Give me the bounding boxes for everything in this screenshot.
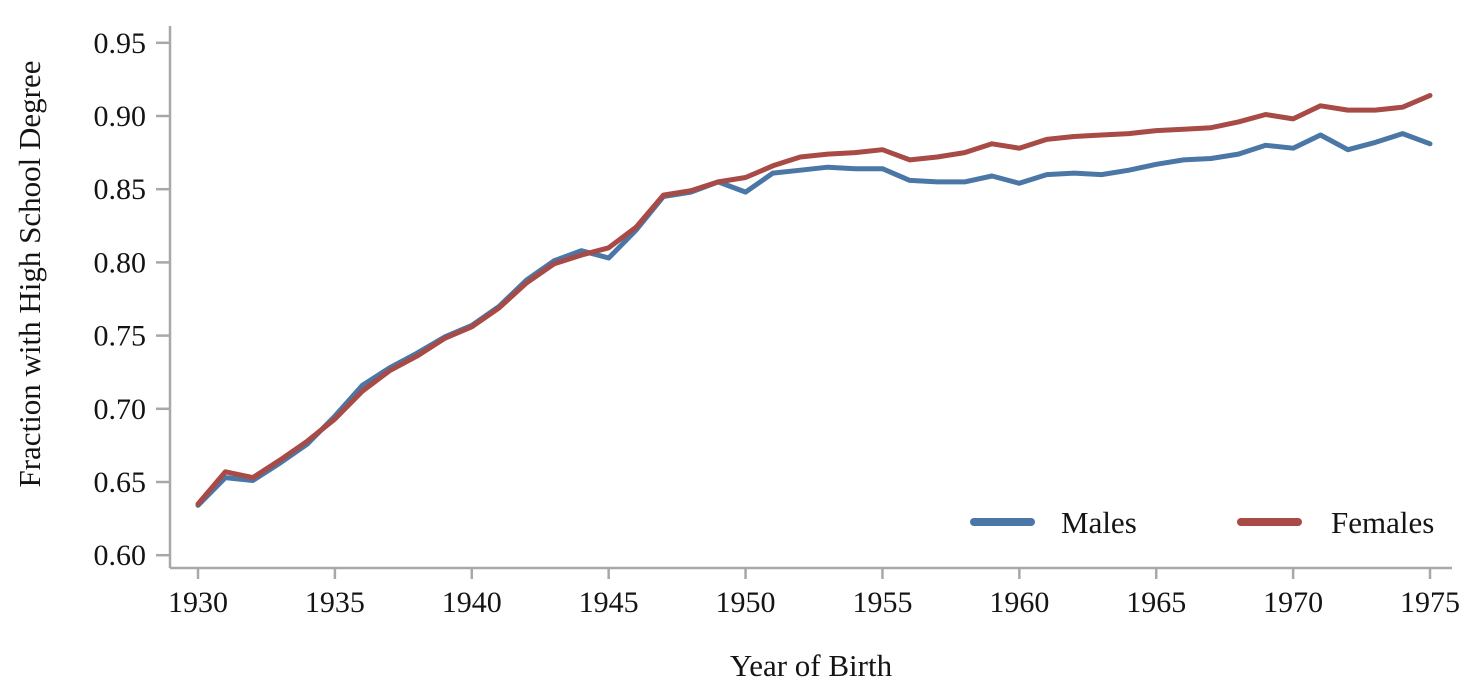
x-tick-label: 1965 <box>1126 586 1186 619</box>
males-line <box>195 131 1433 508</box>
x-tick-label: 1970 <box>1263 586 1323 619</box>
y-tick-label: 0.80 <box>94 246 147 279</box>
y-tick-label: 0.75 <box>94 320 147 353</box>
x-tick-label: 1975 <box>1400 586 1460 619</box>
legend: Males Females <box>970 505 1434 540</box>
series-lines <box>195 93 1433 508</box>
y-tick-label: 0.65 <box>94 466 147 499</box>
y-tick-label: 0.60 <box>94 539 147 572</box>
y-tick-label: 0.95 <box>94 27 147 60</box>
y-tick-label: 0.85 <box>94 173 147 206</box>
y-tick-label: 0.90 <box>94 100 147 133</box>
y-tick-label: 0.70 <box>94 393 147 426</box>
x-tick-label: 1955 <box>852 586 912 619</box>
females-legend-label: Females <box>1331 505 1434 540</box>
x-tick-label: 1960 <box>989 586 1049 619</box>
y-axis-ticks: 0.60 0.65 0.70 0.75 0.80 0.85 0.90 0.95 <box>94 27 170 572</box>
y-axis-title: Fraction with High School Degree <box>12 60 47 487</box>
x-tick-label: 1935 <box>305 586 365 619</box>
x-axis-ticks: 1930 1935 1940 1945 1950 1955 1960 1965 1970 1975 <box>168 568 1460 619</box>
x-tick-label: 1930 <box>168 586 228 619</box>
females-line <box>195 93 1433 507</box>
x-tick-label: 1945 <box>579 586 639 619</box>
x-tick-label: 1950 <box>716 586 776 619</box>
males-legend-label: Males <box>1061 505 1137 540</box>
x-tick-label: 1940 <box>442 586 502 619</box>
x-axis-title: Year of Birth <box>730 648 893 683</box>
